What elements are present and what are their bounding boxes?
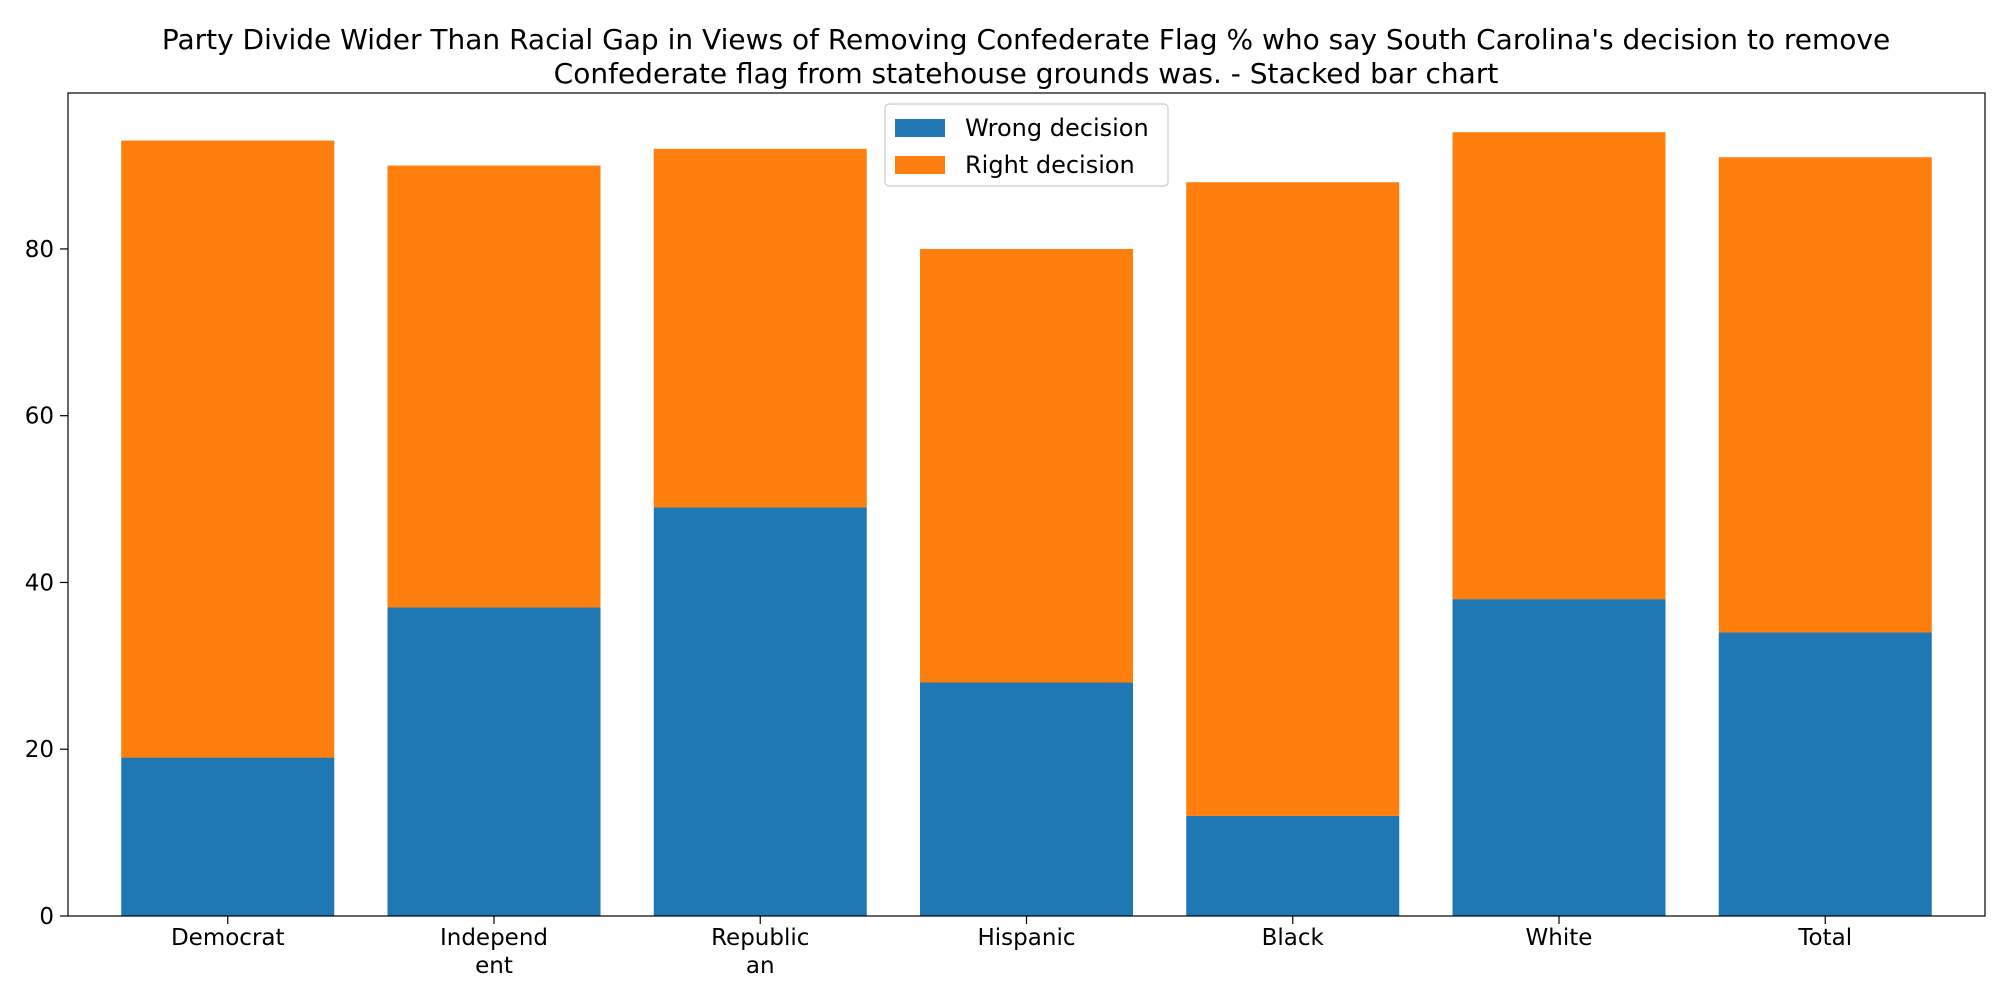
legend: Wrong decision Right decision <box>884 103 1169 187</box>
y-tick-label: 60 <box>25 404 54 430</box>
y-tick-label: 20 <box>25 737 54 763</box>
x-tick-label: Black <box>1262 925 1325 951</box>
x-axis: Democrat Independ ent Republic an Hispanic Bla… <box>171 916 1852 979</box>
legend-swatch-wrong <box>895 119 945 137</box>
y-tick-label: 80 <box>25 237 54 263</box>
bar-right-total <box>1718 157 1932 633</box>
x-tick-label: Democrat <box>171 925 285 951</box>
bar-right-republican <box>653 148 867 508</box>
x-tick-label-line: an <box>746 953 775 979</box>
y-tick-label: 40 <box>25 570 54 596</box>
bar-wrong-independent <box>387 607 601 916</box>
chart-title: Party Divide Wider Than Racial Gap in Vi… <box>162 23 1890 90</box>
x-tick-label-line: Republic <box>711 925 809 951</box>
x-tick-label-line: Democrat <box>171 925 285 951</box>
bar-wrong-white <box>1452 599 1666 916</box>
x-tick-label: Independ ent <box>440 925 548 979</box>
chart-title-line: Confederate flag from statehouse grounds… <box>554 57 1499 90</box>
bar-wrong-republican <box>653 507 867 916</box>
x-tick-label: White <box>1526 925 1593 951</box>
x-tick-label-line: Independ <box>440 925 548 951</box>
bar-wrong-hispanic <box>920 682 1133 916</box>
bar-wrong-democrat <box>121 757 335 916</box>
bar-right-hispanic <box>920 248 1133 683</box>
bar-right-white <box>1452 132 1666 600</box>
bar-wrong-total <box>1718 632 1932 916</box>
bar-right-black <box>1186 182 1400 816</box>
x-tick-label-line: Black <box>1262 925 1325 951</box>
bars-layer <box>121 132 1932 916</box>
legend-label-right: Right decision <box>965 151 1135 179</box>
y-tick-label: 0 <box>39 904 54 930</box>
x-tick-label-line: Hispanic <box>978 925 1076 951</box>
bar-wrong-black <box>1186 815 1400 916</box>
x-tick-label: Hispanic <box>978 925 1076 951</box>
x-tick-label-line: Total <box>1797 925 1852 951</box>
chart-title-line: Party Divide Wider Than Racial Gap in Vi… <box>162 23 1890 56</box>
x-tick-label: Total <box>1797 925 1852 951</box>
x-tick-label: Republic an <box>711 925 809 979</box>
y-axis: 0 20 40 60 80 <box>25 237 68 930</box>
x-tick-label-line: ent <box>475 953 513 979</box>
legend-label-wrong: Wrong decision <box>965 114 1149 142</box>
bar-right-democrat <box>121 140 335 758</box>
legend-swatch-right <box>895 156 945 174</box>
x-tick-label-line: White <box>1526 925 1593 951</box>
bar-right-independent <box>387 165 601 608</box>
legend-box <box>884 103 1169 187</box>
